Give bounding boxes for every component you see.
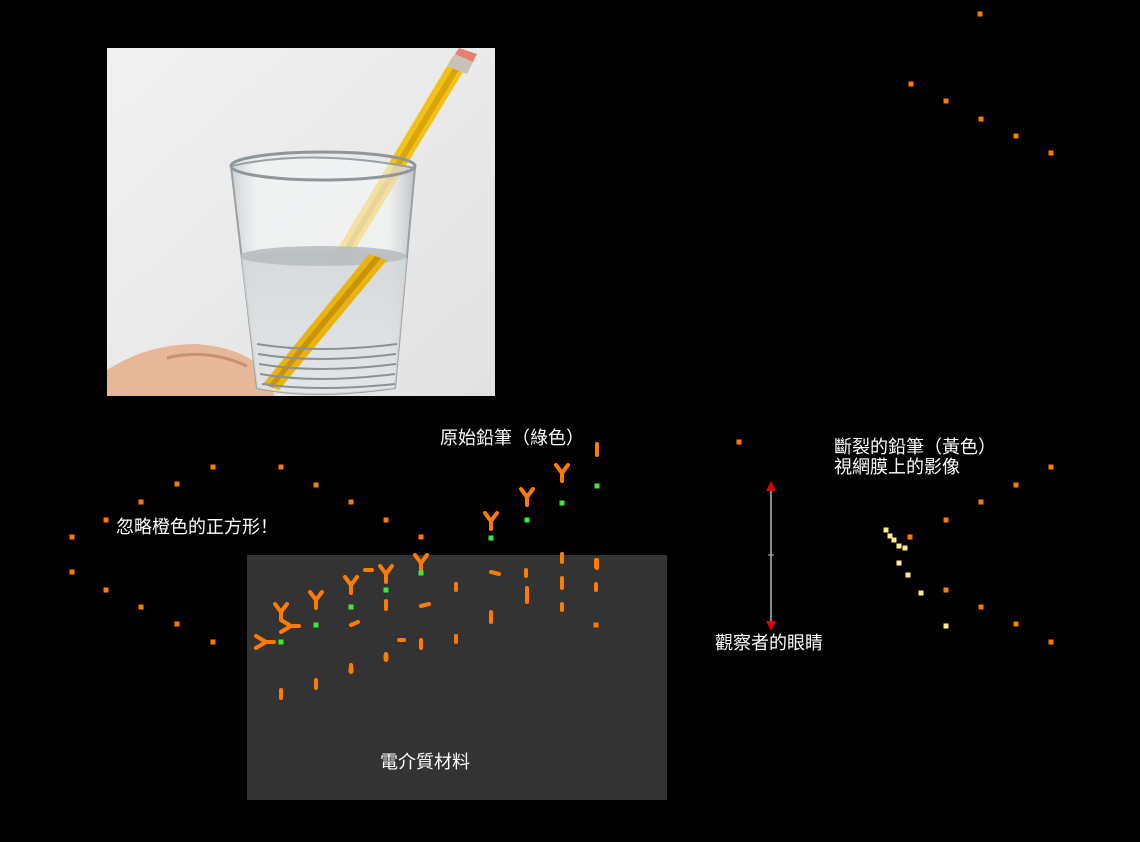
original-pencil-label: 原始鉛筆（綠色） (440, 428, 584, 449)
observer-eye-arrow (766, 481, 776, 631)
yellow-point (905, 572, 911, 578)
orange-chevron (519, 487, 535, 507)
orange-square (210, 464, 216, 470)
orange-square (103, 587, 109, 593)
green-point (488, 535, 494, 541)
observer-eye-label: 觀察者的眼睛 (715, 633, 823, 654)
retina-image-points (883, 527, 949, 629)
orange-chevron (483, 511, 499, 531)
orange-square (978, 499, 984, 505)
yellow-point (943, 623, 949, 629)
yellow-point (896, 543, 902, 549)
ignore-squares-label: 忽略橙色的正方形！ (116, 517, 278, 538)
orange-square (313, 482, 319, 488)
dielectric-material-label: 電介質材料 (380, 752, 470, 773)
broken-pencil-label: 斷裂的鉛筆（黃色） (834, 437, 996, 458)
yellow-point (896, 560, 902, 566)
yellow-point (883, 527, 889, 533)
orange-square (977, 11, 983, 17)
orange-chevron (554, 463, 570, 483)
yellow-point (887, 533, 893, 539)
orange-square (138, 499, 144, 505)
orange-square (978, 116, 984, 122)
orange-square (1048, 639, 1054, 645)
orange-square (138, 604, 144, 610)
orange-square (174, 481, 180, 487)
yellow-point (902, 545, 908, 551)
orange-square (736, 439, 742, 445)
orange-square (943, 517, 949, 523)
orange-square (907, 534, 913, 540)
green-point (524, 517, 530, 523)
orange-square (210, 639, 216, 645)
orange-square (978, 604, 984, 610)
yellow-point (918, 590, 924, 596)
orange-square (69, 569, 75, 575)
pencil-in-water-photo (107, 48, 495, 396)
orange-square (908, 81, 914, 87)
orange-square (174, 621, 180, 627)
green-point (559, 500, 565, 506)
orange-square (1048, 464, 1054, 470)
orange-square (69, 534, 75, 540)
orange-square (1013, 621, 1019, 627)
orange-square (418, 534, 424, 540)
orange-square (103, 517, 109, 523)
orange-square (1013, 482, 1019, 488)
orange-square (1048, 150, 1054, 156)
orange-square (383, 517, 389, 523)
yellow-point (891, 537, 897, 543)
orange-square (278, 464, 284, 470)
retina-image-label: 視網膜上的影像 (834, 457, 960, 478)
orange-square (1013, 133, 1019, 139)
green-point (594, 483, 600, 489)
orange-square (943, 587, 949, 593)
orange-square (348, 499, 354, 505)
orange-square (943, 98, 949, 104)
